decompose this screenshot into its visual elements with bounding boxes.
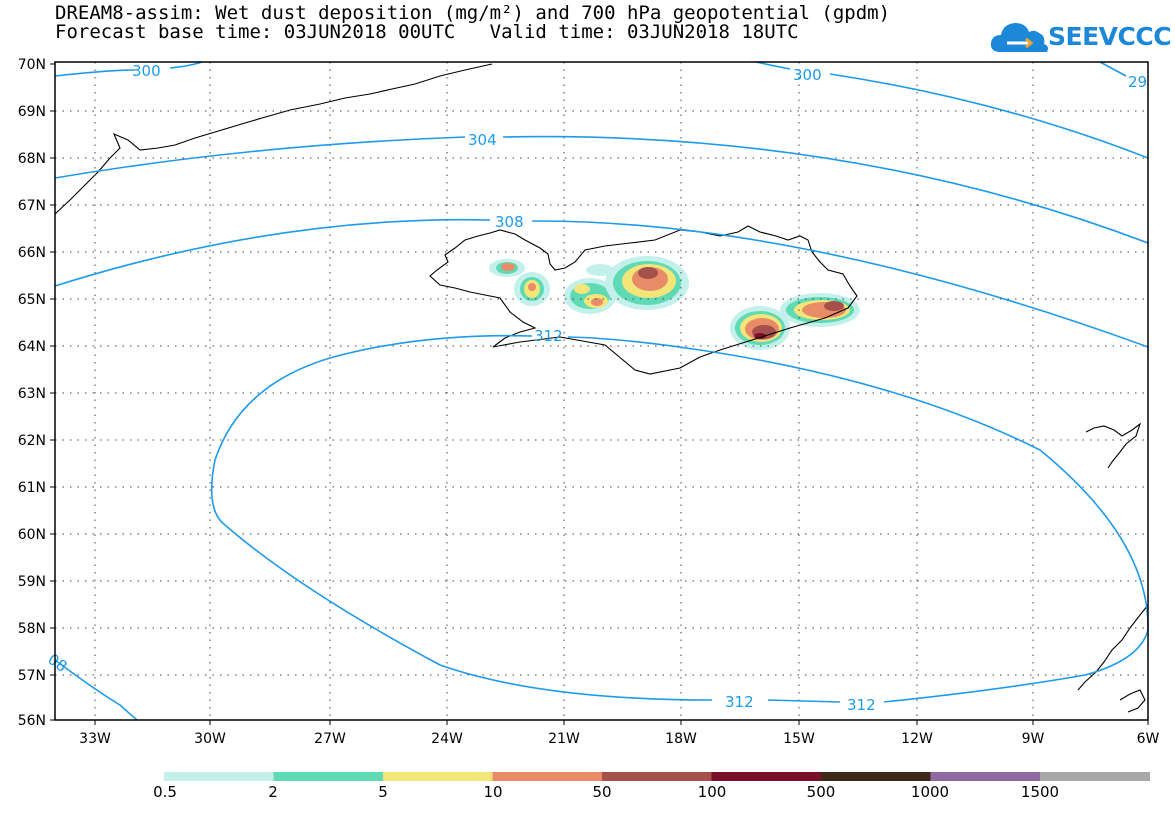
contour-29x: [1099, 61, 1127, 77]
contour-labels: 300 300 29 304 308 312 08 312 312: [45, 62, 1148, 714]
lon-label: 12W: [901, 731, 933, 747]
contour-308-sw: [54, 659, 138, 721]
lat-label: 58N: [18, 621, 46, 637]
lat-label: 64N: [18, 339, 46, 355]
colorbar-swatch: [711, 772, 822, 781]
contour-300-west: [54, 61, 203, 77]
lon-label: 21W: [548, 731, 580, 747]
colorbar-label: 0.5: [153, 783, 177, 801]
colorbar-swatch: [602, 772, 712, 781]
map-title: DREAM8-assim: Wet dust deposition (mg/m²…: [55, 2, 891, 24]
contour-label-312: 312: [534, 327, 563, 345]
lat-label: 69N: [18, 104, 46, 120]
contour-label-300: 300: [793, 66, 822, 84]
lat-label: 67N: [18, 198, 46, 214]
lat-label: 66N: [18, 245, 46, 261]
lon-label: 30W: [194, 731, 226, 747]
geopotential-contours: [54, 61, 1149, 721]
colorbar: [164, 772, 1150, 781]
cloud-icon: [990, 23, 1048, 52]
lat-label: 68N: [18, 151, 46, 167]
lon-label: 33W: [79, 731, 111, 747]
colorbar-label: 10: [483, 783, 503, 801]
longitude-labels: 33W 30W 27W 24W 21W 18W 15W 12W 9W 6W: [79, 731, 1159, 747]
lat-label: 59N: [18, 574, 46, 590]
lat-label: 56N: [18, 713, 46, 729]
contour-label-312: 312: [725, 693, 754, 711]
colorbar-swatch: [273, 772, 384, 781]
norway-coastline: [1077, 604, 1149, 691]
lat-label: 65N: [18, 292, 46, 308]
colorbar-label: 1500: [1020, 783, 1060, 801]
colorbar-label: 2: [268, 783, 278, 801]
colorbar-swatch: [383, 772, 493, 781]
colorbar-label: 1000: [910, 783, 950, 801]
lon-label: 15W: [783, 731, 815, 747]
lon-label: 24W: [431, 731, 463, 747]
lon-label: 6W: [1137, 731, 1160, 747]
shetland-coastline: [1119, 689, 1146, 713]
colorbar-swatch: [492, 772, 603, 781]
lat-label: 62N: [18, 433, 46, 449]
map-frame: [54, 61, 1149, 721]
lat-label: 60N: [18, 527, 46, 543]
colorbar-label: 100: [697, 783, 727, 801]
contour-label-308: 308: [495, 213, 524, 231]
colorbar-swatch: [821, 772, 931, 781]
logo-text: SEEVCCC: [1048, 22, 1172, 51]
contour-label-312: 312: [847, 696, 876, 714]
contour-312: [210, 334, 1149, 703]
lat-label: 70N: [18, 57, 46, 73]
latitude-labels: 70N 69N 68N 67N 66N 65N 64N 63N 62N 61N …: [18, 57, 46, 729]
lon-label: 9W: [1022, 731, 1045, 747]
iceland-coastline: [429, 225, 858, 375]
lat-label: 61N: [18, 480, 46, 496]
contour-label-308: 08: [45, 650, 71, 676]
graticule: [55, 62, 1148, 720]
colorbar-label: 50: [592, 783, 612, 801]
contour-label-300: 300: [132, 62, 161, 80]
contour-label-29: 29: [1128, 73, 1147, 91]
colorbar-label: 5: [378, 783, 388, 801]
colorbar-swatch: [930, 772, 1041, 781]
colorbar-swatch: [1040, 772, 1150, 781]
colorbar-swatch: [164, 772, 274, 781]
lon-label: 27W: [314, 731, 346, 747]
lon-label: 18W: [665, 731, 697, 747]
coastlines: [54, 63, 1149, 713]
greenland-coastline: [54, 63, 493, 215]
axis-ticks: [50, 63, 1149, 725]
lat-label: 63N: [18, 386, 46, 402]
contour-308: [54, 218, 1149, 348]
contour-304: [54, 135, 1149, 244]
lat-label: 57N: [18, 668, 46, 684]
faroe-coastline: [1085, 422, 1142, 469]
seevccc-logo: SEEVCCC: [990, 18, 1172, 56]
map-subtitle: Forecast base time: 03JUN2018 00UTC Vali…: [55, 21, 799, 43]
colorbar-label: 500: [806, 783, 836, 801]
contour-label-304: 304: [468, 131, 497, 149]
